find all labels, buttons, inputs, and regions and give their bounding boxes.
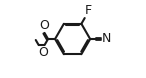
- Text: O: O: [39, 18, 49, 32]
- Text: N: N: [101, 33, 111, 45]
- Text: F: F: [85, 4, 92, 17]
- Text: O: O: [39, 46, 48, 59]
